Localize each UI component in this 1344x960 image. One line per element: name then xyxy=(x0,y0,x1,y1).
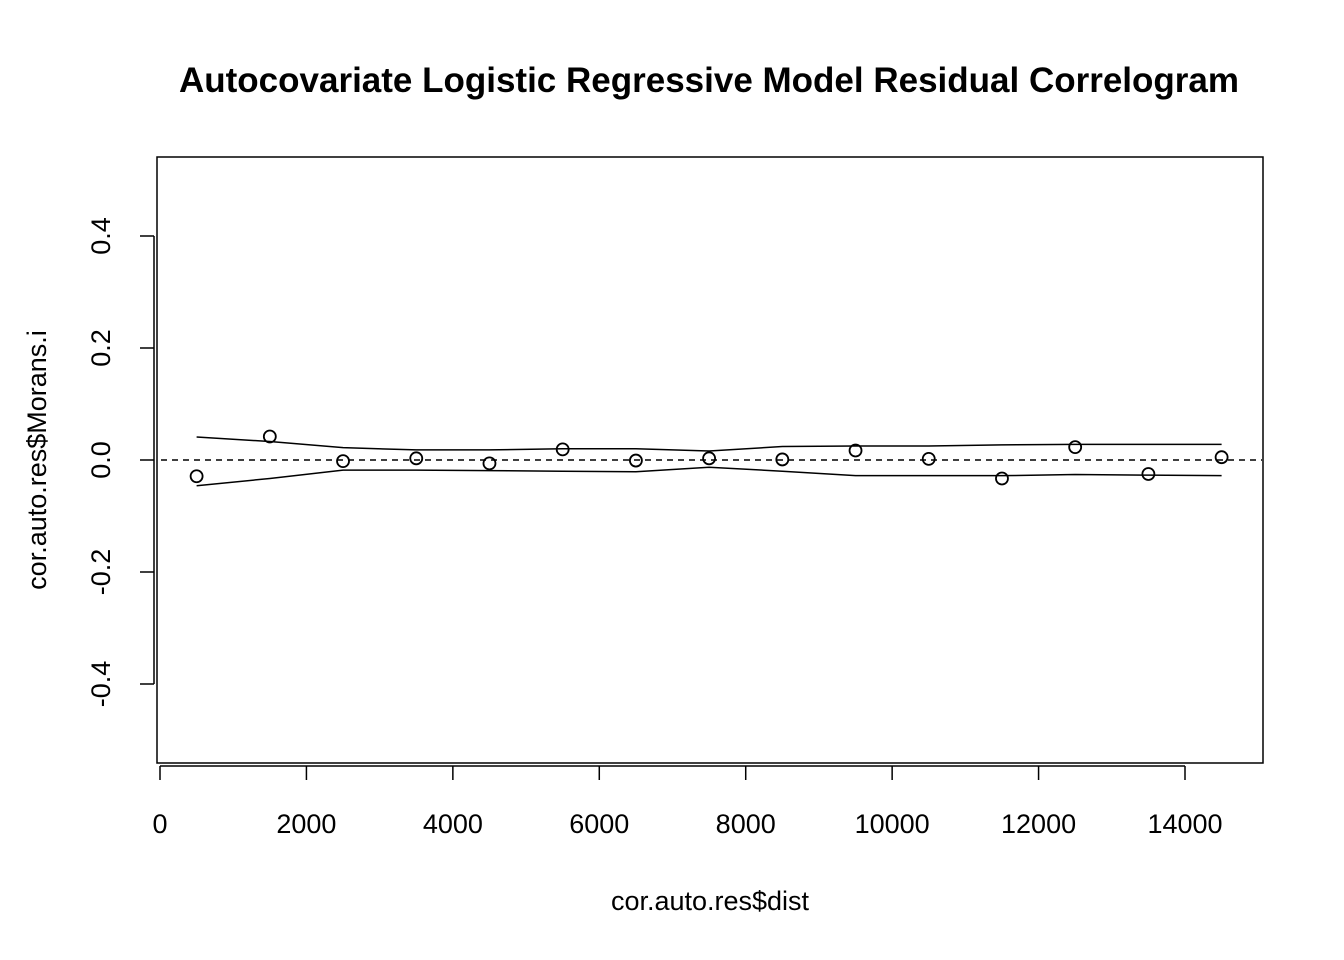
plot-frame xyxy=(156,156,1264,764)
y-tick-label: 0.0 xyxy=(86,441,116,479)
y-tick-label: 0.2 xyxy=(86,329,116,367)
chart-title: Autocovariate Logistic Regressive Model … xyxy=(179,61,1239,100)
data-point xyxy=(409,451,424,466)
x-tick-label: 4000 xyxy=(423,809,483,839)
y-axis-label: cor.auto.res$Morans.i xyxy=(22,330,52,590)
data-point xyxy=(482,456,497,471)
x-axis-label: cor.auto.res$dist xyxy=(611,886,810,916)
data-point xyxy=(555,442,570,457)
data-point xyxy=(1141,467,1156,481)
data-point xyxy=(262,429,277,444)
x-tick-label: 10000 xyxy=(855,809,930,839)
data-point xyxy=(336,454,350,469)
data-point xyxy=(628,453,643,468)
data-point xyxy=(848,443,863,458)
x-tick-label: 0 xyxy=(152,809,167,839)
x-tick-label: 2000 xyxy=(276,809,336,839)
x-tick-label: 14000 xyxy=(1147,809,1222,839)
y-axis: -0.4 -0.2 0.0 0.2 0.4 xyxy=(86,217,155,708)
x-axis: 0 2000 4000 6000 8000 10000 12000 14000 xyxy=(152,765,1223,839)
data-point xyxy=(995,471,1009,486)
data-point xyxy=(189,469,204,484)
data-point xyxy=(702,451,717,466)
data-point xyxy=(1068,440,1083,455)
data-point xyxy=(775,452,790,467)
y-tick-label: 0.4 xyxy=(86,217,116,255)
data-points xyxy=(189,429,1229,486)
y-tick-label: -0.2 xyxy=(86,549,116,596)
y-tick-label: -0.4 xyxy=(86,661,116,708)
x-tick-label: 6000 xyxy=(569,809,629,839)
lower-envelope-line xyxy=(196,466,1222,487)
data-point xyxy=(1214,450,1229,465)
x-tick-label: 8000 xyxy=(716,809,776,839)
x-tick-label: 12000 xyxy=(1001,809,1076,839)
data-point xyxy=(921,451,936,466)
upper-envelope-line xyxy=(196,436,1222,452)
